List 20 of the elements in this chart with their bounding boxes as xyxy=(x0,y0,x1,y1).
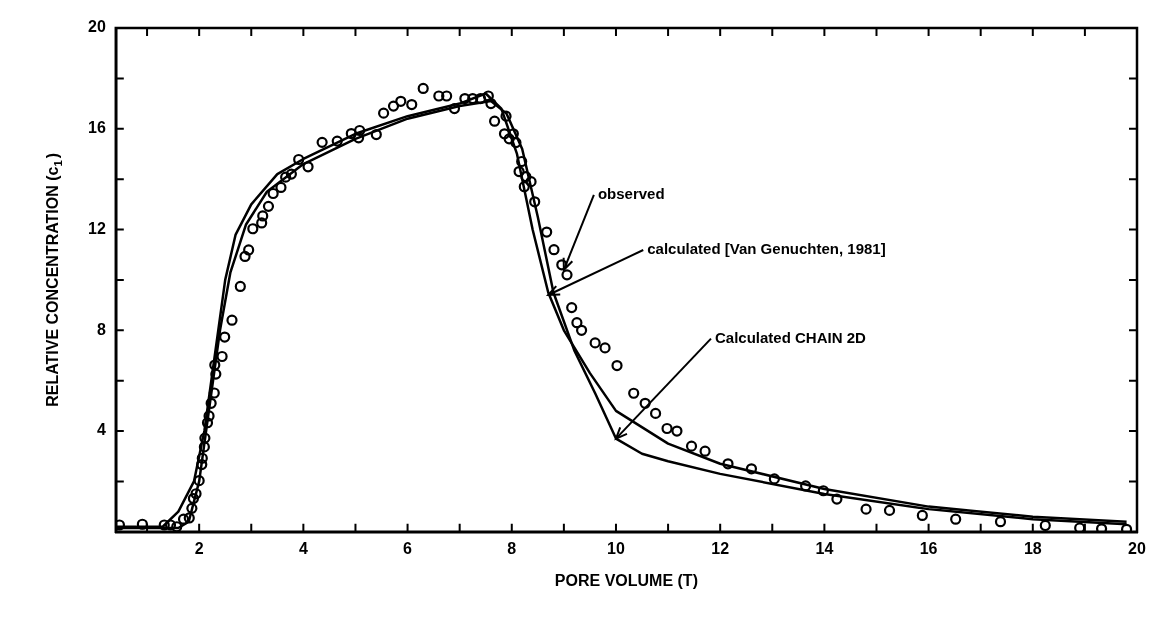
x-tick-label: 8 xyxy=(507,539,517,557)
x-axis-title: PORE VOLUME (T) xyxy=(554,572,698,590)
y-tick-label: 8 xyxy=(96,320,106,338)
x-tick-label: 14 xyxy=(815,539,834,557)
x-tick-label: 10 xyxy=(607,539,625,557)
annotation: observed xyxy=(597,184,665,202)
y-tick-label: 12 xyxy=(88,219,106,237)
annotation: calculated [Van Genuchten, 1981] xyxy=(647,240,886,258)
x-tick-label: 4 xyxy=(298,539,308,557)
x-tick-label: 20 xyxy=(1128,539,1146,557)
x-tick-label: 6 xyxy=(403,539,413,557)
y-axis-title: RELATIVE CONCENTRATION (c1) xyxy=(44,152,64,407)
x-tick-label: 2 xyxy=(194,539,204,557)
y-tick-label: 16 xyxy=(88,119,106,137)
x-tick-label: 18 xyxy=(1023,539,1042,557)
x-tick-label: 12 xyxy=(711,539,730,557)
annotation: Calculated CHAIN 2D xyxy=(714,328,867,346)
y-tick-label: 20 xyxy=(88,18,106,36)
y-tick-label: 4 xyxy=(96,421,106,439)
x-tick-label: 16 xyxy=(919,539,938,557)
